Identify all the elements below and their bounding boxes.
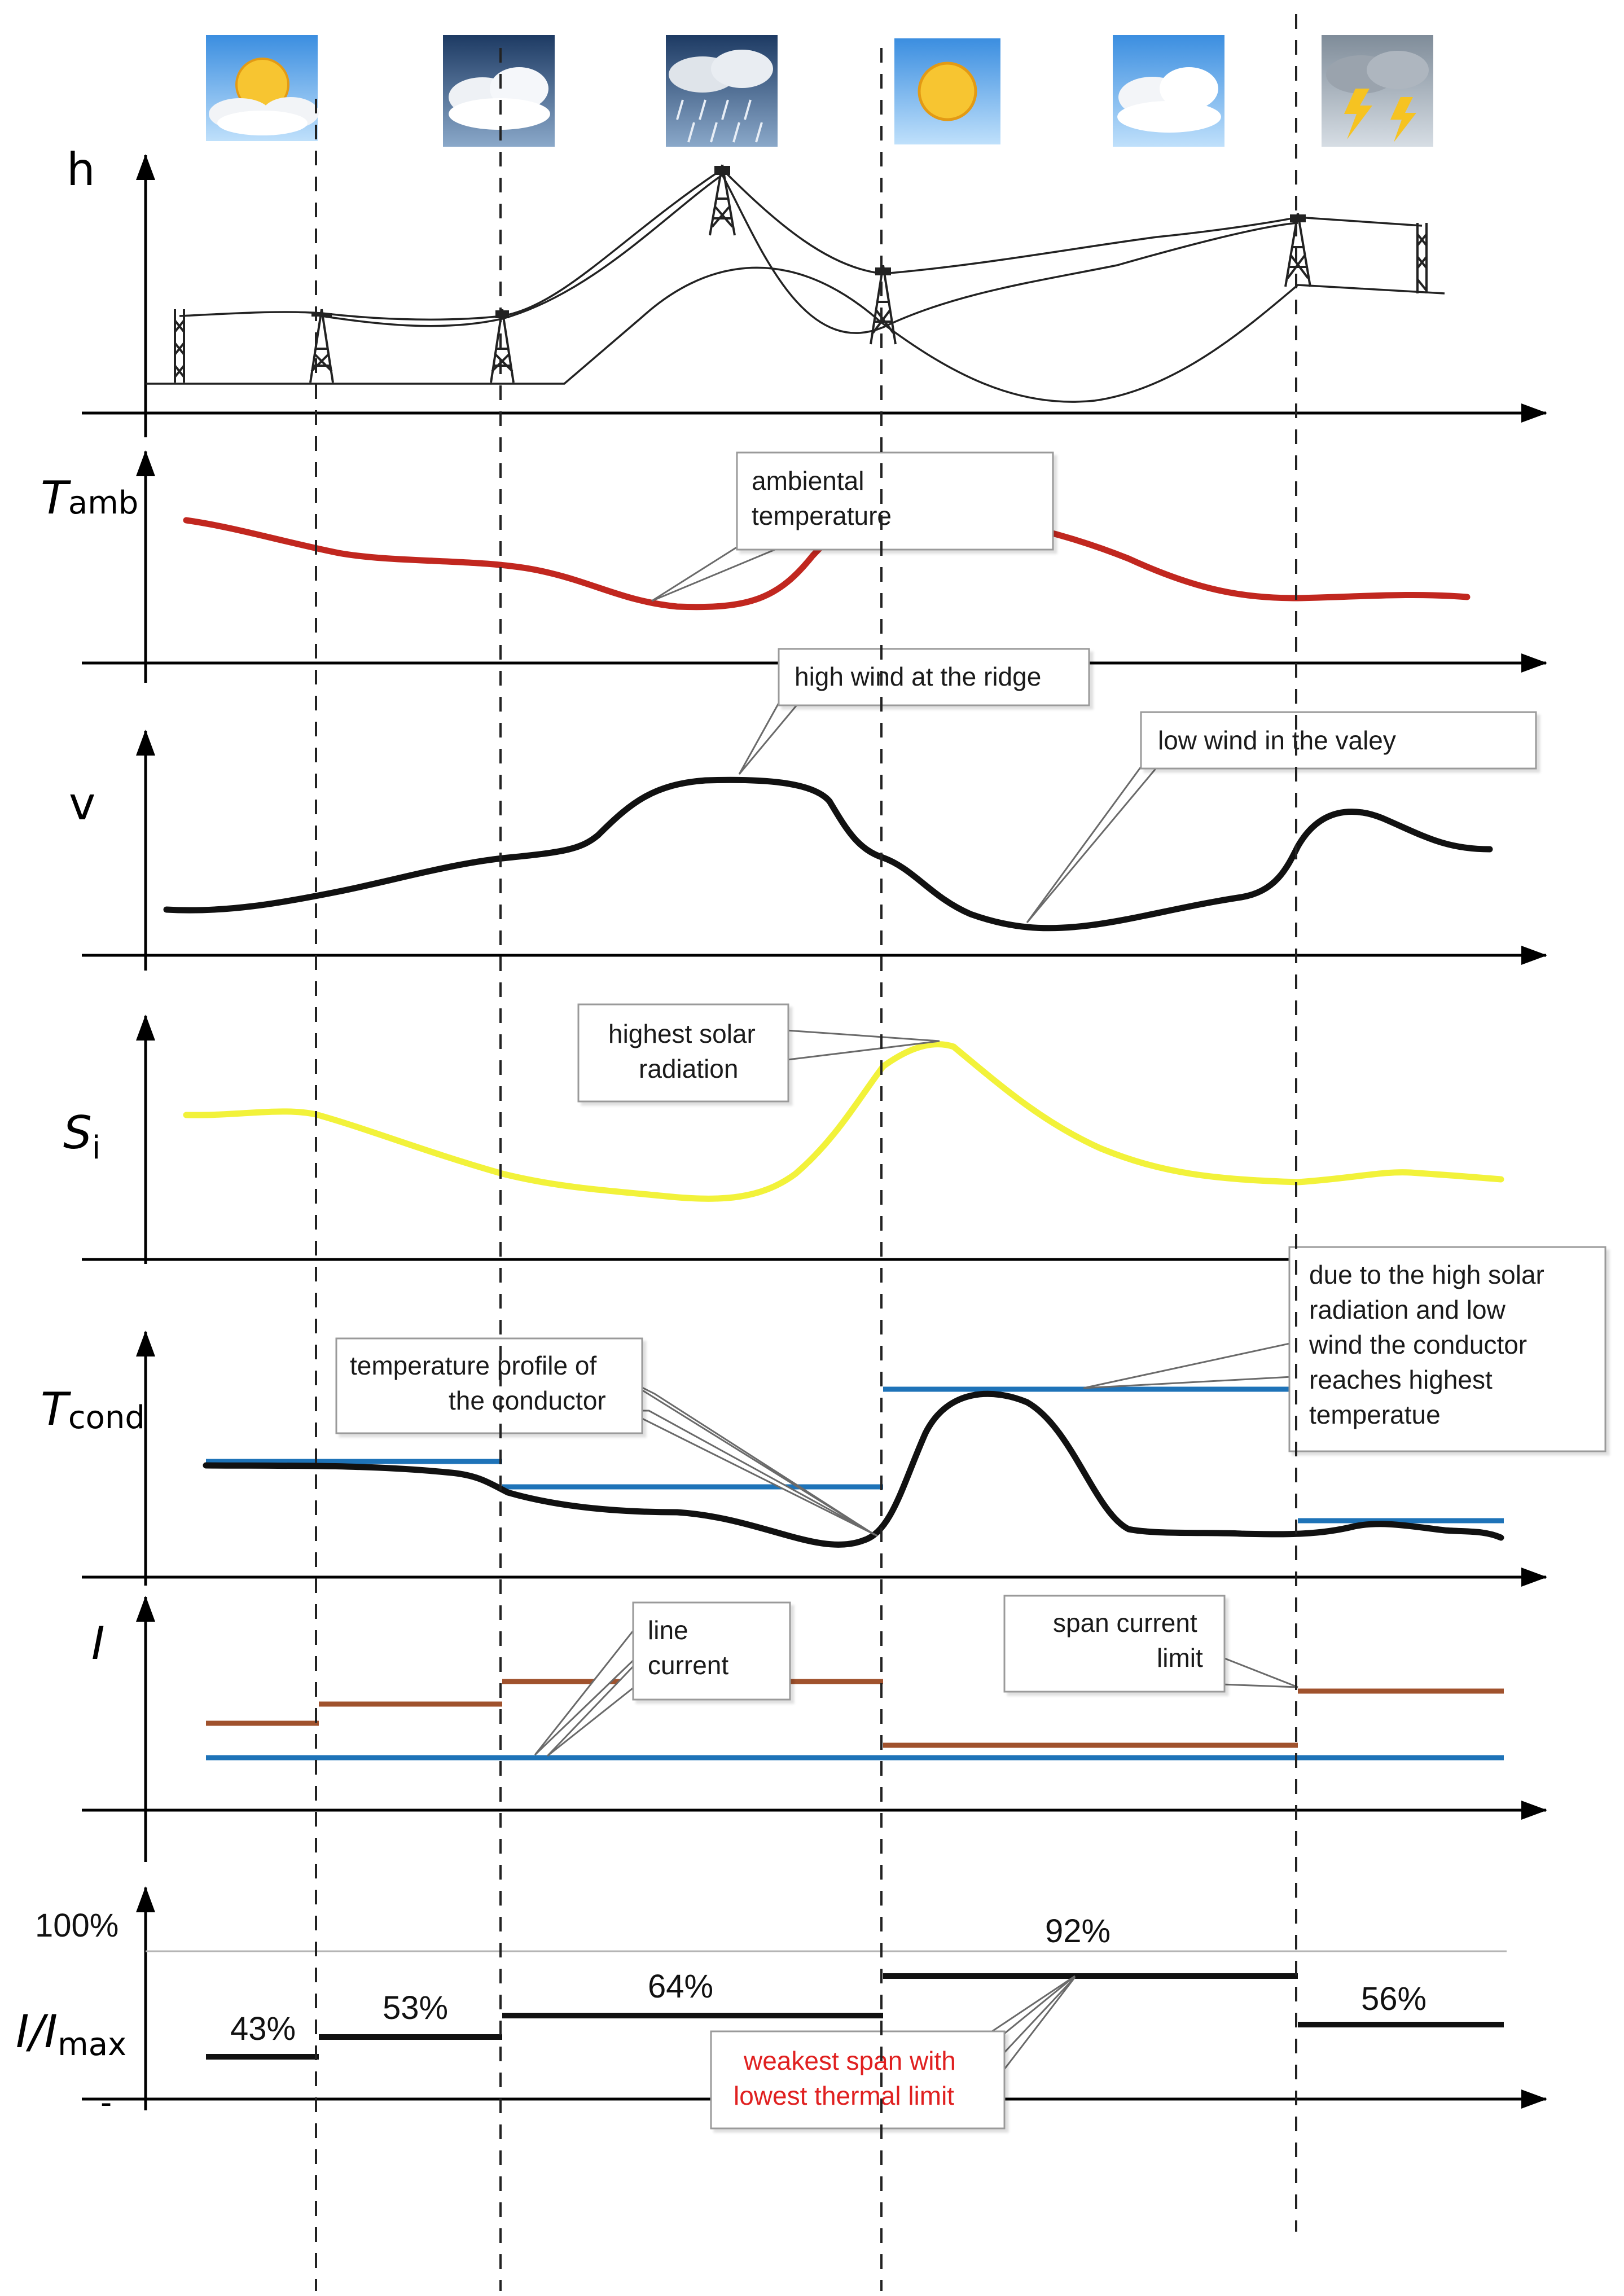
sun-icon [894,38,1000,144]
tamb-main: T [41,472,72,524]
callout-text: ambiental [752,466,864,495]
axis-labels: h Tamb v Si Tcond I 100% I/Imax - [16,143,145,2121]
callout-ambient-temperature: ambiental temperature [651,451,1054,602]
callout-text: wind the conductor [1309,1330,1527,1359]
tower-icon [870,265,897,345]
callout-text: current [648,1650,728,1680]
callout-text: temperature profile of [350,1351,596,1380]
callout-temperature-profile: temperature profile of the conductor [335,1337,878,1537]
storm-icon [1322,35,1433,147]
callout-text: lowest thermal limit [734,2081,954,2110]
ratio-levels [206,1973,1504,2060]
span-dividers [315,14,1297,2291]
ratio-label: 43% [230,2010,296,2047]
callouts: ambiental temperature high wind at the r… [335,451,1607,2130]
callout-line-current: line current [534,1601,791,1757]
callout-low-wind: low wind in the valey [1026,711,1537,923]
ratio-label: 56% [1361,1981,1427,2017]
callout-text: weakest span with [743,2046,956,2075]
si-axis-label: Si [63,1107,100,1166]
cloud-icon [1113,35,1224,147]
callout-text: highest solar [608,1019,756,1048]
callout-text: high wind at the ridge [795,662,1041,691]
axes [82,154,1547,2110]
callout-high-wind: high wind at the ridge [738,648,1090,775]
tower-icon [1416,223,1428,293]
callout-weakest-span: weakest span with lowest thermal limit [710,1975,1076,2130]
span-current-limits [206,1679,1504,1748]
tcond-main: T [41,1383,72,1435]
callout-text: temperature [752,501,892,530]
callout-text: span current [1053,1608,1197,1638]
callout-text: reaches highest [1309,1365,1493,1394]
weather-icon-row [206,35,1433,147]
conductor-temperature-curve [203,1390,1504,1548]
callout-text: the conductor [449,1386,606,1415]
ratio-sub: max [58,2026,126,2063]
sun-cloud-icon [206,35,319,141]
tamb-sub: amb [68,485,138,521]
wind-speed-curve [163,776,1493,932]
callout-text: limit [1157,1643,1203,1672]
callout-text: line [648,1615,688,1645]
ratio-label: 53% [383,1990,448,2026]
hundred-percent-label: 100% [35,1907,118,1944]
ratio-label-weakest: 92% [1045,1913,1111,1950]
conductor-wire-upper [179,168,1423,321]
callout-text: due to the high solar [1309,1260,1544,1289]
tcond-axis-label: Tcond [41,1383,145,1436]
tower-icon [174,309,185,383]
callout-span-current-limit: span current limit [1003,1595,1298,1693]
ratio-labels: 43% 53% 64% 92% 56% [230,1913,1427,2047]
span-temperature-levels [206,1386,1504,1524]
ratio-axis-label: I/Imax [16,2005,126,2063]
ground-profile [146,266,1445,403]
callout-highest-temperature: due to the high solar radiation and low … [1083,1246,1607,1452]
tower-icon [1284,213,1311,287]
cloud-icon [443,35,555,147]
i-axis-label: I [91,1617,105,1670]
rain-icon [666,35,778,147]
callout-text: temperatue [1309,1400,1441,1429]
v-axis-label: v [69,778,95,830]
callout-text: radiation and low [1309,1295,1506,1324]
callout-highest-solar: highest solar radiation [577,1003,940,1103]
si-sub: i [92,1130,101,1166]
tower-icon [309,309,334,383]
h-axis-label: h [67,143,95,196]
ratio-label: 64% [648,1968,713,2005]
si-main: S [63,1107,92,1159]
baseline-dash: - [100,2084,112,2121]
callout-text: radiation [639,1054,738,1083]
callout-text: low wind in the valey [1158,726,1396,755]
conductor-wire-lower [321,173,1298,334]
ambient-temperature-curve [183,507,1471,611]
tower-icon [490,309,515,383]
tower-icon [709,164,736,236]
tamb-axis-label: Tamb [41,472,138,524]
solar-radiation-curve [183,1041,1504,1202]
tcond-sub: cond [68,1399,145,1436]
ratio-main: I/I [16,2005,58,2058]
power-line-profile [146,164,1445,403]
